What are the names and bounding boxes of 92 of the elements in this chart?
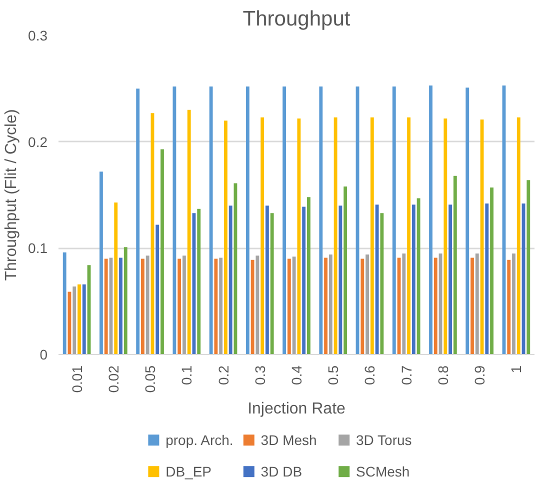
x-tick-label: 0.7 [398,365,414,385]
bar [306,197,310,354]
bar [114,202,118,354]
bar [434,258,438,354]
bar [100,172,103,354]
bar [297,118,301,354]
bar [470,258,474,354]
bar [324,258,328,354]
bar [453,176,457,354]
x-axis-title: Injection Rate [248,400,346,418]
bar [475,253,479,354]
y-tick-label: 0 [40,346,48,362]
bar [62,252,66,354]
bar [412,204,416,354]
bar [370,117,374,354]
bar [429,85,432,354]
bar [146,256,150,354]
bar [228,206,232,354]
bar [490,188,494,354]
bar [402,253,406,354]
bar [448,204,452,354]
bar [516,117,520,354]
x-tick-label: 1 [508,365,524,374]
legend-label: 3D DB [260,464,302,480]
bar [344,186,348,354]
bar [104,258,108,354]
bar [375,204,379,354]
y-tick-label: 0.3 [28,28,48,44]
bar [512,253,516,354]
bar [250,260,254,354]
bar [270,213,274,354]
y-tick-label: 0.2 [28,134,48,150]
bar [160,149,164,354]
y-axis-title: Throughput (Flit / Cycle) [3,109,20,281]
bar [416,198,420,354]
x-tick-label: 0.01 [68,365,85,393]
bar [507,260,511,354]
bar [246,86,250,354]
bar [282,86,286,354]
bar [182,256,186,354]
bar [219,258,223,354]
legend-label: 3D Torus [356,432,412,448]
bar [256,256,260,354]
bar [209,86,213,354]
x-tick-label: 0.02 [105,365,122,393]
bar [172,86,176,354]
x-tick-label: 0.2 [215,365,232,385]
legend-label: SCMesh [356,464,410,480]
x-tick-label: 0.9 [472,365,488,385]
bar [287,258,291,354]
bar [444,118,448,354]
bar [141,258,144,354]
bar [302,206,306,354]
bar [292,256,296,354]
bar [260,117,264,354]
bar [266,206,269,354]
bar [485,204,489,354]
bar [466,88,470,354]
bar [392,86,396,354]
y-tick-label: 0.1 [28,240,48,256]
bar [319,86,323,354]
bar [156,224,160,354]
x-tick-label: 0.8 [434,365,451,385]
chart-title: Throughput [242,8,350,30]
bar [82,284,86,354]
x-tick-label: 0.4 [288,365,304,385]
bar [360,258,364,354]
bar [366,254,369,354]
x-tick-label: 0.5 [325,365,342,385]
bar [136,88,140,354]
bar [187,110,191,354]
bar [124,247,128,354]
bar [178,258,182,354]
x-tick-label: 0.05 [142,365,158,393]
legend-label: 3D Mesh [260,432,317,448]
bar [328,254,332,354]
bar [78,284,81,354]
bar [214,258,218,354]
bar [224,120,228,354]
bar [338,206,342,354]
legend-label: DB_EP [166,464,212,480]
x-tick-label: 0.6 [362,365,378,385]
bar [380,213,384,354]
bar [197,208,201,354]
x-tick-label: 0.3 [252,365,268,385]
bar [526,180,530,354]
bar [407,117,410,354]
bar [334,117,338,354]
bar [119,258,122,354]
x-tick-label: 0.1 [178,365,195,385]
bar [72,286,76,354]
legend-label: prop. Arch. [166,432,234,448]
